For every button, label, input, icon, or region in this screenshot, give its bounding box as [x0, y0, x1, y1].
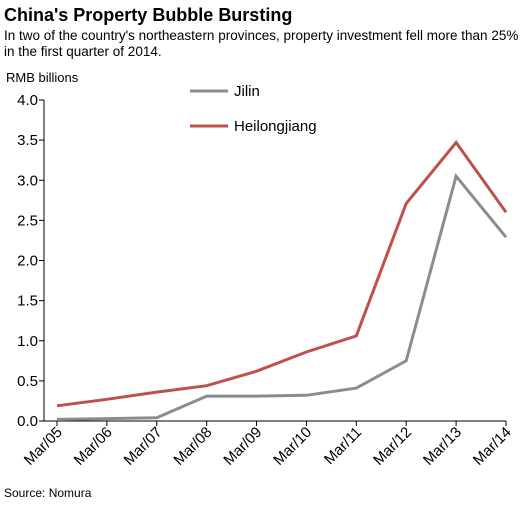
y-tick-label: 0.0 [17, 413, 38, 430]
x-tick-label: Mar/05 [21, 424, 66, 469]
y-axis-title: RMB billions [6, 70, 79, 85]
chart-title: China's Property Bubble Bursting [4, 5, 293, 25]
x-tick-label: Mar/07 [121, 424, 166, 469]
chart-subtitle: In two of the country's northeastern pro… [4, 28, 519, 59]
y-tick-label: 1.0 [17, 333, 38, 350]
y-tick-label: 1.5 [17, 293, 38, 310]
y-tick-label: 0.5 [17, 373, 38, 390]
x-tick-label: Mar/12 [370, 424, 415, 469]
legend-label-jilin: Jilin [234, 83, 260, 100]
y-tick-label: 2.5 [17, 212, 38, 229]
x-tick-label: Mar/08 [170, 424, 215, 469]
y-tick-label: 3.0 [17, 172, 38, 189]
x-tick-label: Mar/09 [220, 424, 265, 469]
x-tick-label: Mar/10 [270, 424, 315, 469]
series-line-heilongjiang [56, 140, 508, 408]
legend: Jilin Heilongjiang [190, 83, 317, 135]
y-tick-label: 3.5 [17, 132, 38, 149]
source-note: Source: Nomura [4, 486, 92, 500]
y-tick-label: 2.0 [17, 253, 38, 270]
series-lines [56, 140, 508, 421]
x-tick-label: Mar/06 [71, 424, 116, 469]
y-tick-label: 4.0 [17, 92, 38, 109]
x-tick-label: Mar/13 [420, 424, 465, 469]
x-tick-label: Mar/14 [470, 424, 515, 469]
series-line-jilin [56, 172, 508, 421]
legend-label-heilongjiang: Heilongjiang [234, 118, 317, 135]
x-tick-label: Mar/11 [321, 424, 365, 468]
